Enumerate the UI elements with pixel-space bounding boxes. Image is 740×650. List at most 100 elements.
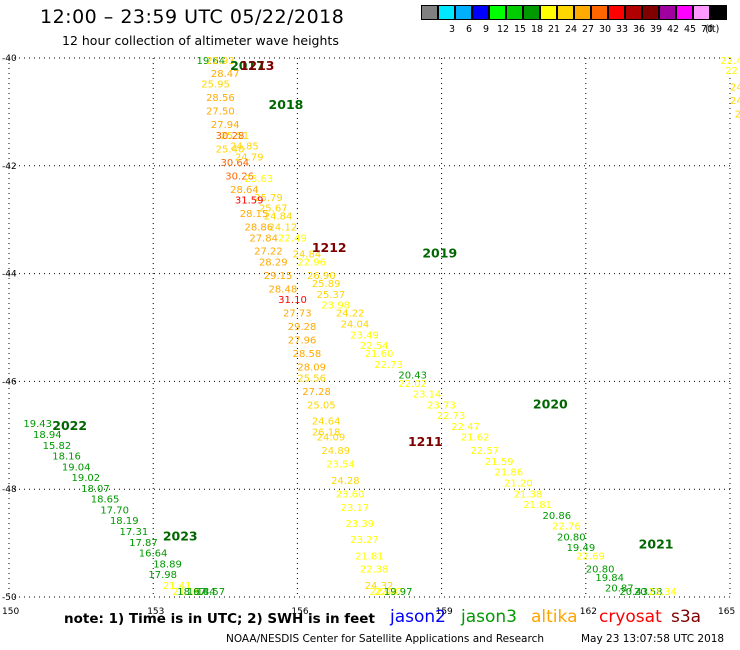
swh-value: 23.39 — [345, 519, 374, 530]
swh-value: 23.54 — [326, 460, 355, 471]
swh-value: 19.64 — [196, 56, 225, 67]
pass-time-label: 1212 — [312, 240, 347, 255]
swh-value: 18.65 — [91, 495, 120, 506]
lat-tick-label: -48 — [2, 485, 17, 495]
lat-tick-label: -44 — [2, 270, 17, 280]
swh-value: 23.17 — [341, 503, 370, 514]
swh-value: 17.31 — [120, 527, 149, 538]
swh-value: 24 — [730, 96, 740, 107]
swh-value: 22.73 — [437, 411, 466, 422]
swh-value: 20.43 — [619, 587, 648, 598]
swh-value: 18.16 — [52, 452, 81, 463]
pass-time-label: 2018 — [269, 97, 304, 112]
legend-label: 45 — [684, 24, 697, 35]
swh-value: 25.51 — [220, 131, 249, 142]
swh-value: 21.59 — [485, 457, 514, 468]
swh-value: 24.79 — [235, 152, 264, 163]
legend-label: 9 — [483, 24, 490, 35]
swh-value: 20.58 — [634, 587, 663, 598]
swh-value: 23.73 — [427, 400, 456, 411]
swh-value: 18.67 — [177, 587, 206, 598]
swh-value: 24.84 — [264, 212, 293, 223]
swh-value: 27.96 — [288, 336, 317, 347]
legend-swatch — [438, 5, 455, 20]
lon-tick-label: 162 — [580, 607, 597, 617]
swh-value: 19.49 — [567, 543, 596, 554]
legend-label: 39 — [650, 24, 663, 35]
swh-value: 25.79 — [254, 193, 283, 204]
swh-value: 25.05 — [307, 400, 336, 411]
swh-value: 30.64 — [220, 158, 249, 169]
swh-value: 25.56 — [297, 373, 326, 384]
legend-unit: (ft) — [705, 24, 720, 35]
swh-value: 16.64 — [139, 549, 168, 560]
pass-time-label: 1211 — [408, 434, 443, 449]
swh-value: 2 — [735, 109, 740, 120]
swh-value: 24.64 — [312, 417, 341, 428]
legend-swatch — [574, 5, 591, 20]
swh-value: 19.04 — [62, 462, 91, 473]
swh-value: 28.64 — [230, 185, 259, 196]
legend-label: 6 — [466, 24, 473, 35]
swh-value: 22.93 — [206, 56, 235, 67]
legend-swatch — [540, 5, 557, 20]
swh-value: 22.54 — [360, 341, 389, 352]
lat-tick-label: -50 — [2, 593, 17, 603]
swh-value: 28.15 — [240, 209, 269, 220]
swh-value: 27.50 — [206, 107, 235, 118]
swh-value: 24.32 — [365, 581, 394, 592]
swh-value: 18.57 — [196, 587, 225, 598]
swh-value: 22.57 — [470, 446, 499, 457]
pass-time-label: 2022 — [52, 418, 87, 433]
legend-swatch — [608, 5, 625, 20]
swh-value: 30.26 — [225, 171, 254, 182]
swh-value: 19.44 — [187, 587, 216, 598]
swh-value: 28.29 — [259, 258, 288, 269]
legend-swatch — [693, 5, 710, 20]
swh-value: 22.69 — [576, 551, 605, 562]
swh-value: 24.85 — [230, 142, 259, 153]
swh-value: 19.84 — [595, 573, 624, 584]
satellite-s3a: s3a — [671, 607, 702, 627]
swh-value: 18.94 — [33, 430, 62, 441]
swh-value: 22.4 — [720, 56, 740, 67]
swh-value: 19.97 — [384, 587, 413, 598]
pass-time-label: 2017 — [230, 58, 265, 73]
legend-label: 27 — [582, 24, 595, 35]
swh-value: 22.38 — [360, 565, 389, 576]
satellite-altika: altika — [531, 607, 578, 627]
legend-label: 21 — [548, 24, 561, 35]
swh-value: 24.89 — [321, 446, 350, 457]
swh-value: 25.95 — [201, 80, 230, 91]
satellite-jason3: jason3 — [461, 607, 517, 627]
swh-value: 18.89 — [153, 559, 182, 570]
legend-swatch — [642, 5, 659, 20]
swh-value: 27.22 — [254, 247, 283, 258]
swh-value: 22.47 — [451, 422, 480, 433]
pass-time-label: 2021 — [639, 536, 674, 551]
legend-swatch — [676, 5, 693, 20]
pass-time-label: 2023 — [163, 528, 198, 543]
pass-time-label: 2020 — [533, 396, 568, 411]
swh-value: 30.28 — [216, 131, 245, 142]
swh-value: 21.81 — [355, 551, 384, 562]
swh-value: 24.84 — [293, 249, 322, 260]
legend-label: 15 — [514, 24, 527, 35]
swh-value: 29.15 — [264, 271, 293, 282]
swh-value: 21.62 — [461, 433, 490, 444]
swh-value: 22.07 — [374, 587, 403, 598]
legend-label: 33 — [616, 24, 629, 35]
lat-tick-label: -46 — [2, 377, 17, 387]
swh-value: 24.22 — [336, 309, 365, 320]
swh-value: 28.56 — [206, 93, 235, 104]
legend-label: 70 — [701, 24, 714, 35]
swh-value: 22.96 — [297, 258, 326, 269]
swh-value: 23.27 — [350, 535, 379, 546]
legend-swatch — [523, 5, 540, 20]
legend-label: 36 — [633, 24, 646, 35]
credit-text: NOAA/NESDIS Center for Satellite Applica… — [226, 633, 544, 645]
swh-value: 22.49 — [278, 233, 307, 244]
footer-note: note: 1) Time is in UTC; 2) SWH is in fe… — [64, 611, 375, 627]
swh-value: 17.87 — [129, 538, 158, 549]
